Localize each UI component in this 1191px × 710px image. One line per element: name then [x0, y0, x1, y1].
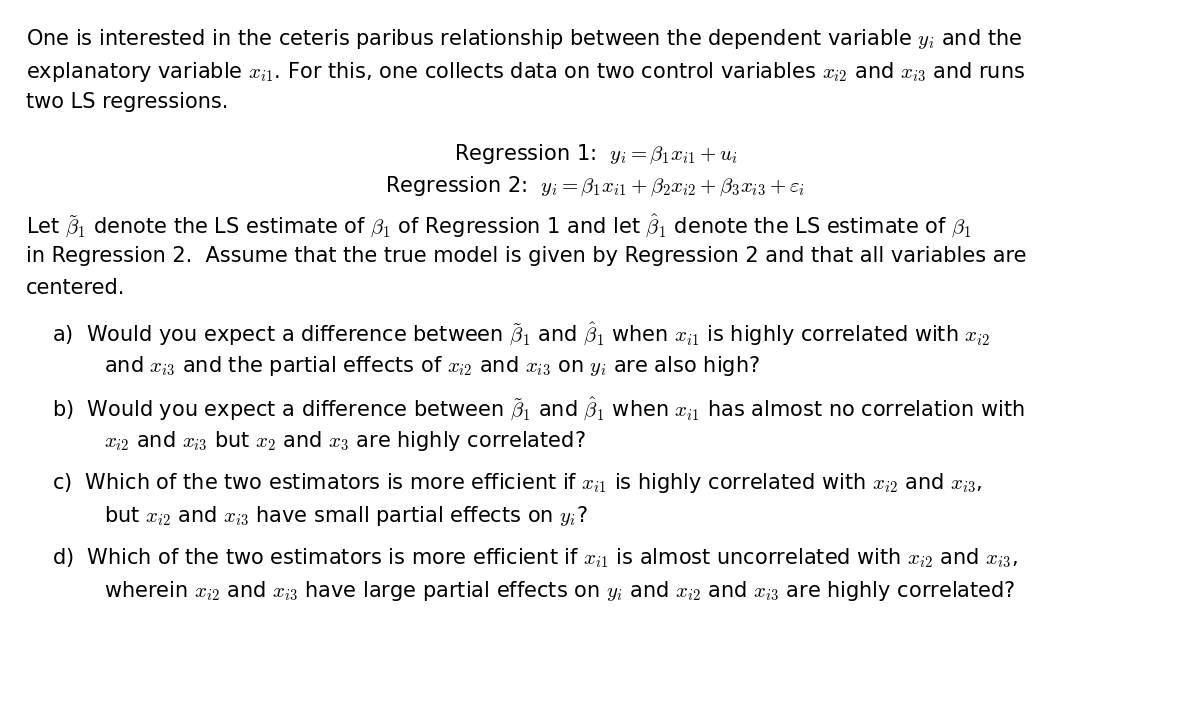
- Text: Regression 2:  $y_i = \beta_1 x_{i1} + \beta_2 x_{i2} + \beta_3 x_{i3} + \vareps: Regression 2: $y_i = \beta_1 x_{i1} + \b…: [386, 175, 805, 198]
- Text: Regression 1:  $y_i = \beta_1 x_{i1} + u_i$: Regression 1: $y_i = \beta_1 x_{i1} + u_…: [454, 142, 737, 165]
- Text: in Regression 2.  Assume that the true model is given by Regression 2 and that a: in Regression 2. Assume that the true mo…: [26, 246, 1027, 266]
- Text: b)  Would you expect a difference between $\tilde{\beta}_1$ and $\hat{\beta}_1$ : b) Would you expect a difference between…: [52, 396, 1025, 423]
- Text: wherein $x_{i2}$ and $x_{i3}$ have large partial effects on $y_i$ and $x_{i2}$ a: wherein $x_{i2}$ and $x_{i3}$ have large…: [104, 579, 1015, 604]
- Text: two LS regressions.: two LS regressions.: [26, 92, 229, 112]
- Text: d)  Which of the two estimators is more efficient if $x_{i1}$ is almost uncorrel: d) Which of the two estimators is more e…: [52, 547, 1018, 570]
- Text: Let $\tilde{\beta}_1$ denote the LS estimate of $\beta_1$ of Regression 1 and le: Let $\tilde{\beta}_1$ denote the LS esti…: [26, 213, 972, 240]
- Text: and $x_{i3}$ and the partial effects of $x_{i2}$ and $x_{i3}$ on $y_i$ are also : and $x_{i3}$ and the partial effects of …: [104, 354, 760, 378]
- Text: a)  Would you expect a difference between $\tilde{\beta}_1$ and $\hat{\beta}_1$ : a) Would you expect a difference between…: [52, 321, 991, 348]
- Text: but $x_{i2}$ and $x_{i3}$ have small partial effects on $y_i$?: but $x_{i2}$ and $x_{i3}$ have small par…: [104, 504, 587, 528]
- Text: explanatory variable $x_{i1}$. For this, one collects data on two control variab: explanatory variable $x_{i1}$. For this,…: [26, 60, 1025, 84]
- Text: c)  Which of the two estimators is more efficient if $x_{i1}$ is highly correlat: c) Which of the two estimators is more e…: [52, 471, 983, 496]
- Text: $x_{i2}$ and $x_{i3}$ but $x_2$ and $x_3$ are highly correlated?: $x_{i2}$ and $x_{i3}$ but $x_2$ and $x_3…: [104, 429, 585, 453]
- Text: centered.: centered.: [26, 278, 125, 298]
- Text: One is interested in the ceteris paribus relationship between the dependent vari: One is interested in the ceteris paribus…: [26, 27, 1022, 51]
